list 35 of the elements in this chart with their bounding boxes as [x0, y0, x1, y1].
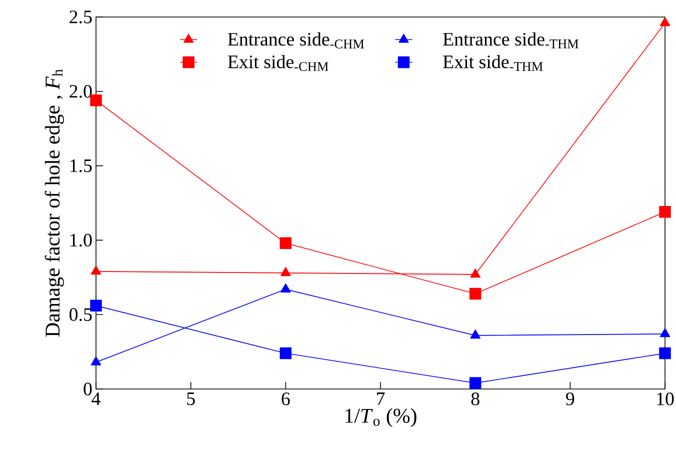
x-tick-label: 9 [566, 392, 574, 406]
legend-label: Exit side$_{-THM}$ [443, 54, 543, 71]
legend-label: Entrance side$_{-THM}$ [443, 32, 578, 48]
y-tick-label: 2.0 [70, 84, 92, 98]
point [280, 237, 292, 250]
point [90, 94, 102, 106]
y-tick-label: 2.5 [70, 10, 92, 24]
y-tick-label: 1.5 [70, 159, 92, 172]
point [280, 347, 292, 360]
point [659, 206, 671, 218]
point [659, 347, 671, 360]
point [660, 17, 670, 26]
y-tick-label: 0.5 [70, 308, 92, 322]
point [280, 283, 291, 292]
point [280, 267, 291, 276]
point [90, 266, 102, 275]
point [90, 300, 102, 312]
legend-label: Entrance side$_{-CHM}$ [228, 32, 364, 48]
point [469, 288, 482, 300]
point [660, 328, 670, 338]
point [469, 377, 482, 389]
x-tick-label: 4 [92, 392, 100, 405]
point [470, 330, 480, 339]
x-axis-title: 1/T$_{o}$ (%) [346, 408, 416, 428]
y-tick-label: 0 [84, 382, 92, 396]
point [470, 268, 480, 278]
x-tick-label: 5 [187, 392, 195, 406]
y-tick-label: 1.0 [70, 234, 92, 247]
x-tick-label: 10 [657, 392, 674, 406]
x-tick-label: 6 [282, 392, 290, 406]
x-tick-label: 7 [377, 392, 385, 405]
x-tick-label: 8 [471, 392, 480, 406]
legend-label: Exit side$_{-CHM}$ [228, 54, 328, 72]
point [90, 356, 102, 366]
y-axis-title: Damage factor of hole edge , F$_{h}$ [44, 69, 64, 337]
